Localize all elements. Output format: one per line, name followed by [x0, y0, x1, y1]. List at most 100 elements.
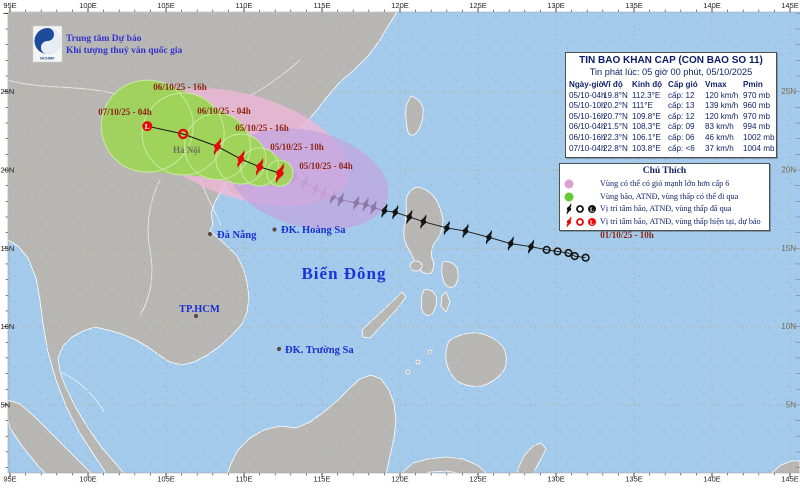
place-dot — [277, 347, 281, 351]
table-header: Cấp gió — [668, 80, 705, 91]
table-cell: 120 km/h — [705, 91, 743, 102]
track-start-label: 01/10/25 - 10h — [600, 230, 654, 240]
depression-icon — [577, 219, 583, 225]
typhoon-icon — [563, 203, 574, 215]
table-cell: 46 km/h — [705, 133, 743, 144]
table-cell: 06/10-16h — [569, 133, 603, 144]
table-cell: 19.8°N — [603, 91, 632, 102]
axis-label-lat: 15N — [781, 244, 796, 253]
axis-label-lon: 115E — [314, 475, 331, 484]
table-cell: 120 km/h — [705, 112, 743, 123]
logo-caption: NCHMF — [40, 56, 55, 61]
axis-label-lat: 15N — [1, 244, 15, 253]
forecast-date-label: 05/10/25 - 04h — [299, 161, 353, 171]
legend-row: Vùng có thể có gió mạnh lớn hơn cấp 6 — [563, 177, 766, 190]
table-cell: cấp: 13 — [668, 101, 705, 112]
table-header: Kinh độ — [632, 80, 668, 91]
place-label: Hà Nội — [173, 145, 201, 155]
forecast-date-label: 06/10/25 - 16h — [153, 82, 207, 92]
forecast-table: Ngày-giờVĩ độKinh độCấp gióVmaxPmin05/10… — [569, 80, 773, 154]
place-dot — [272, 227, 276, 231]
table-cell: 994 mb — [743, 122, 775, 133]
axis-label-lon: 110E — [236, 475, 253, 484]
axis-label-lon: 125E — [469, 475, 487, 484]
pink-area-symbol — [563, 177, 600, 190]
table-cell: 109.8°E — [632, 112, 668, 123]
legend-panel: Chú Thích Vùng có thể có gió mạnh lớn hơ… — [559, 163, 770, 231]
table-cell: 139 km/h — [705, 101, 743, 112]
axis-label-lon: 125E — [469, 1, 487, 10]
axis-label-lat: 5N — [786, 400, 796, 409]
place-label: Đà Nẵng — [217, 230, 257, 241]
table-cell: cấp: 06 — [668, 133, 705, 144]
axis-label-lat: 5N — [1, 400, 11, 409]
legend-row: LVị trí tâm bão, ATNĐ, vùng thấp đã qua — [563, 203, 766, 216]
bulletin-title: TIN BAO KHAN CAP (CON BAO SO 11) — [569, 55, 773, 66]
axis-label-lat: 20N — [781, 166, 796, 175]
table-cell: 22.3°N — [603, 133, 632, 144]
axis-label-lon: 95E — [3, 1, 16, 10]
table-cell: 83 km/h — [705, 122, 743, 133]
table-cell: 05/10-04h — [569, 91, 603, 102]
sea-name-label: Biển Đông — [301, 264, 386, 283]
axis-label-lon: 105E — [157, 1, 175, 10]
legend-label: Vùng có thể có gió mạnh lớn hơn cấp 6 — [600, 179, 729, 188]
table-cell: 37 km/h — [705, 144, 743, 155]
table-cell: cấp: 12 — [668, 91, 705, 102]
axis-label-lat: 20N — [1, 166, 15, 175]
legend-label: Vị trí tâm bão, ATNĐ, vùng thấp hiện tại… — [600, 217, 761, 226]
axis-label-lat: 25N — [781, 87, 796, 96]
table-header: Vĩ độ — [603, 80, 632, 91]
legend-label: Vùng bão, ATNĐ, vùng thấp có thể đi qua — [600, 192, 738, 201]
table-cell: 22.8°N — [603, 144, 632, 155]
table-cell: cấp: <6 — [668, 144, 705, 155]
axis-label-lon: 105E — [157, 475, 175, 484]
table-cell: cấp: 09 — [668, 122, 705, 133]
axis-label-lon: 135E — [625, 1, 643, 10]
axis-label-lon: 145E — [781, 475, 799, 484]
table-cell: 1004 mb — [743, 144, 775, 155]
axis-label-lat: 10N — [1, 322, 15, 331]
current-symbols-symbol: L — [563, 215, 600, 229]
agency-name-line1: Trung tâm Dự báo — [66, 34, 142, 44]
legend-row: L Vị trí tâm bão, ATNĐ, vùng thấp hiện tạ… — [563, 215, 766, 228]
legend-title: Chú Thích — [563, 166, 766, 176]
table-cell: 05/10-10h — [569, 101, 603, 112]
green-area-symbol — [563, 190, 600, 203]
storm-bulletin-panel: TIN BAO KHAN CAP (CON BAO SO 11) Tin phá… — [565, 52, 777, 158]
table-cell: 20.2°N — [603, 101, 632, 112]
table-cell: 07/10-04h — [569, 144, 603, 155]
table-cell: 21.5°N — [603, 122, 632, 133]
forecast-date-label: 07/10/25 - 04h — [98, 107, 152, 117]
axis-label-lon: 120E — [391, 475, 409, 484]
forecast-date-label: 05/10/25 - 10h — [270, 142, 324, 152]
table-cell: 06/10-04h — [569, 122, 603, 133]
place-label: ĐK. Hoàng Sa — [281, 225, 346, 236]
agency-logo: NCHMF — [33, 26, 62, 62]
pink-area-icon — [565, 179, 574, 188]
table-header: Ngày-giờ — [569, 80, 603, 91]
axis-label-lon: 130E — [547, 1, 565, 10]
table-cell: 112.3°E — [632, 91, 668, 102]
low-letter: L — [590, 219, 595, 226]
table-cell: 970 mb — [743, 112, 775, 123]
typhoon-icon — [563, 216, 574, 228]
place-label: ĐK. Trường Sa — [285, 345, 354, 356]
axis-label-lon: 95E — [3, 475, 16, 484]
axis-label-lon: 140E — [703, 1, 721, 10]
table-cell: 960 mb — [743, 101, 775, 112]
forecast-date-label: 05/10/25 - 16h — [235, 123, 289, 133]
low-letter: L — [145, 122, 150, 131]
axis-label-lon: 145E — [781, 1, 799, 10]
place-label: TP.HCM — [179, 304, 220, 315]
legend-row: Vùng bão, ATNĐ, vùng thấp có thể đi qua — [563, 190, 766, 203]
table-cell: 106.1°E — [632, 133, 668, 144]
green-area-icon — [565, 192, 574, 201]
table-cell: 108.3°E — [632, 122, 668, 133]
bulletin-issued-time: Tin phát lúc: 05 giờ 00 phút, 05/10/2025 — [569, 67, 773, 77]
axis-label-lon: 115E — [314, 1, 331, 10]
place-dot — [208, 232, 212, 236]
table-header: Vmax — [705, 80, 743, 91]
axis-label-lat: 10N — [781, 322, 796, 331]
table-cell: 1002 mb — [743, 133, 775, 144]
